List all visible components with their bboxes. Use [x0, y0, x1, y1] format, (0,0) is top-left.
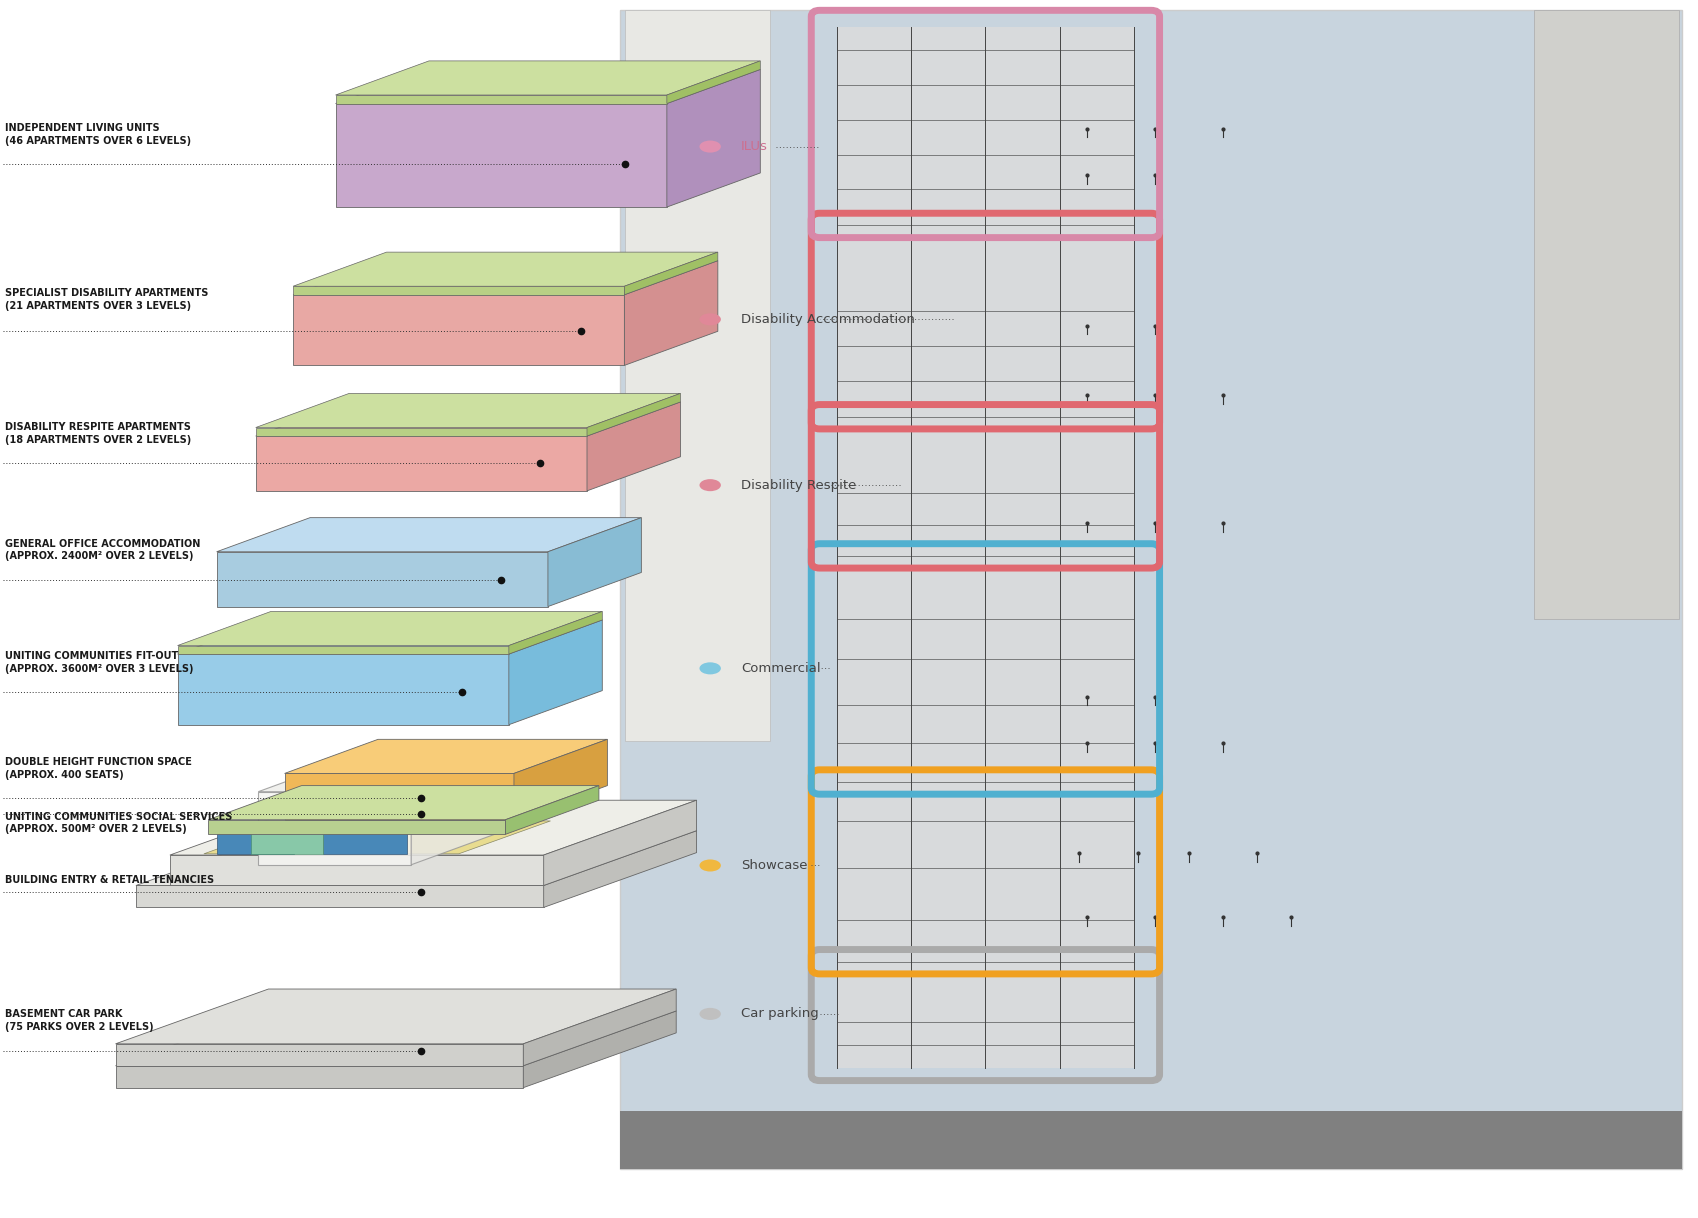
Polygon shape [255, 428, 588, 436]
Polygon shape [204, 821, 550, 854]
Polygon shape [294, 261, 718, 295]
Ellipse shape [700, 1007, 720, 1019]
Polygon shape [115, 1066, 523, 1088]
Polygon shape [294, 295, 625, 365]
Ellipse shape [700, 860, 720, 872]
Ellipse shape [700, 479, 720, 491]
Text: DISABILITY RESPITE APARTMENTS
(18 APARTMENTS OVER 2 LEVELS): DISABILITY RESPITE APARTMENTS (18 APARTM… [5, 421, 192, 445]
Text: BUILDING ENTRY & RETAIL TENANCIES: BUILDING ENTRY & RETAIL TENANCIES [5, 876, 214, 885]
Polygon shape [115, 1044, 523, 1066]
Text: SPECIALIST DISABILITY APARTMENTS
(21 APARTMENTS OVER 3 LEVELS): SPECIALIST DISABILITY APARTMENTS (21 APA… [5, 287, 209, 311]
Polygon shape [509, 611, 601, 654]
Polygon shape [588, 393, 679, 436]
FancyBboxPatch shape [620, 10, 1681, 1169]
Polygon shape [666, 69, 759, 207]
Polygon shape [588, 402, 679, 491]
Polygon shape [170, 800, 696, 855]
Polygon shape [523, 989, 676, 1066]
Polygon shape [258, 792, 411, 865]
Polygon shape [625, 252, 718, 295]
Polygon shape [523, 1011, 676, 1088]
Polygon shape [136, 885, 543, 907]
Polygon shape [217, 827, 294, 854]
Polygon shape [284, 773, 513, 820]
Ellipse shape [700, 140, 720, 152]
Text: Disability Accommodation: Disability Accommodation [740, 313, 914, 326]
Ellipse shape [700, 313, 720, 325]
Polygon shape [178, 646, 509, 654]
Polygon shape [255, 393, 679, 428]
Polygon shape [115, 1011, 676, 1066]
Text: Commercial: Commercial [740, 661, 820, 675]
Text: GENERAL OFFICE ACCOMMODATION
(APPROX. 2400M² OVER 2 LEVELS): GENERAL OFFICE ACCOMMODATION (APPROX. 24… [5, 538, 200, 561]
Polygon shape [547, 518, 642, 607]
Polygon shape [625, 261, 718, 365]
Polygon shape [136, 831, 696, 885]
FancyBboxPatch shape [1533, 10, 1678, 619]
Polygon shape [207, 786, 598, 820]
Polygon shape [178, 654, 509, 725]
Polygon shape [217, 552, 547, 607]
Polygon shape [323, 827, 408, 854]
Polygon shape [411, 758, 504, 865]
Text: UNITING COMMUNITIES FIT-OUT
(APPROX. 3600M² OVER 3 LEVELS): UNITING COMMUNITIES FIT-OUT (APPROX. 360… [5, 650, 194, 674]
Ellipse shape [700, 663, 720, 675]
Polygon shape [335, 104, 666, 207]
Text: DOUBLE HEIGHT FUNCTION SPACE
(APPROX. 400 SEATS): DOUBLE HEIGHT FUNCTION SPACE (APPROX. 40… [5, 756, 192, 780]
Text: ILUs: ILUs [740, 140, 767, 153]
Polygon shape [255, 402, 679, 436]
Polygon shape [666, 61, 759, 104]
Polygon shape [335, 95, 666, 104]
Polygon shape [258, 758, 504, 792]
Text: UNITING COMMUNITIES SOCIAL SERVICES
(APPROX. 500M² OVER 2 LEVELS): UNITING COMMUNITIES SOCIAL SERVICES (APP… [5, 811, 233, 834]
Text: Showcase: Showcase [740, 859, 807, 872]
FancyBboxPatch shape [625, 10, 769, 741]
FancyBboxPatch shape [835, 27, 1134, 1068]
Polygon shape [513, 739, 608, 820]
Polygon shape [178, 611, 601, 646]
Polygon shape [178, 620, 601, 654]
Text: INDEPENDENT LIVING UNITS
(46 APARTMENTS OVER 6 LEVELS): INDEPENDENT LIVING UNITS (46 APARTMENTS … [5, 123, 192, 146]
Polygon shape [509, 620, 601, 725]
Polygon shape [335, 69, 759, 104]
Polygon shape [207, 820, 506, 834]
FancyBboxPatch shape [620, 1111, 1681, 1169]
Polygon shape [294, 252, 718, 286]
Polygon shape [506, 786, 598, 834]
Text: Car parking: Car parking [740, 1007, 818, 1021]
Polygon shape [335, 61, 759, 95]
Polygon shape [217, 518, 642, 552]
Text: Disability Respite: Disability Respite [740, 479, 856, 492]
Polygon shape [251, 821, 323, 854]
Text: BASEMENT CAR PARK
(75 PARKS OVER 2 LEVELS): BASEMENT CAR PARK (75 PARKS OVER 2 LEVEL… [5, 1009, 153, 1032]
Polygon shape [294, 286, 625, 295]
Polygon shape [543, 831, 696, 907]
Polygon shape [115, 989, 676, 1044]
Polygon shape [543, 800, 696, 885]
Polygon shape [255, 436, 588, 491]
Polygon shape [170, 855, 543, 885]
Polygon shape [284, 739, 608, 773]
